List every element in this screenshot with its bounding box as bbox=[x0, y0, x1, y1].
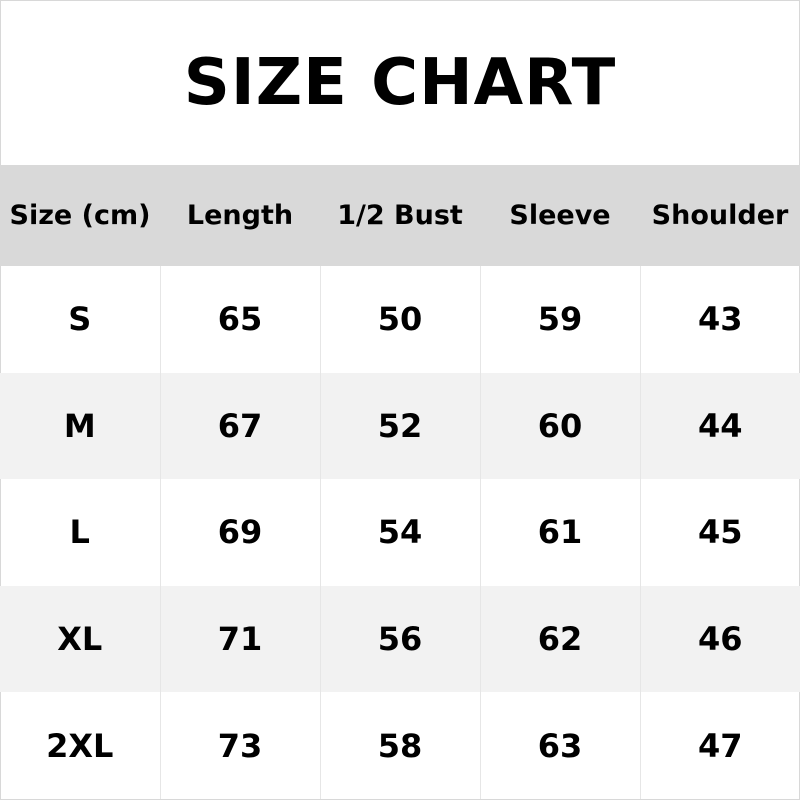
cell-sleeve: 61 bbox=[479, 479, 640, 586]
column-header-sleeve: Sleeve bbox=[480, 165, 640, 266]
table-row: L 69 54 61 45 bbox=[0, 479, 800, 586]
cell-length: 69 bbox=[159, 479, 320, 586]
cell-shoulder: 44 bbox=[639, 372, 800, 480]
cell-bust: 54 bbox=[319, 479, 480, 586]
cell-sleeve: 62 bbox=[479, 585, 640, 693]
table-row: M 67 52 60 44 bbox=[0, 372, 800, 480]
cell-length: 65 bbox=[159, 266, 320, 373]
cell-sleeve: 63 bbox=[479, 692, 640, 799]
cell-sleeve: 59 bbox=[479, 266, 640, 373]
cell-bust: 58 bbox=[319, 692, 480, 799]
cell-size: S bbox=[68, 300, 92, 339]
cell-shoulder: 45 bbox=[639, 479, 800, 586]
cell-sleeve: 60 bbox=[479, 372, 640, 480]
cell-length: 67 bbox=[159, 372, 320, 480]
page-title: SIZE CHART bbox=[183, 45, 617, 120]
cell-size: L bbox=[69, 513, 90, 552]
header-row: Size (cm) Length 1/2 Bust Sleeve Shoulde… bbox=[0, 165, 800, 266]
cell-size: 2XL bbox=[46, 726, 114, 765]
table-row: S 65 50 59 43 bbox=[0, 266, 800, 373]
cell-shoulder: 46 bbox=[639, 585, 800, 693]
cell-size: M bbox=[0, 372, 160, 480]
size-table: Size (cm) Length 1/2 Bust Sleeve Shoulde… bbox=[0, 165, 800, 799]
table-row: 2XL 73 58 63 47 bbox=[0, 692, 800, 799]
cell-size: XL bbox=[0, 585, 160, 693]
cell-length: 71 bbox=[159, 585, 320, 693]
column-header-shoulder: Shoulder bbox=[640, 165, 800, 266]
column-header-bust: 1/2 Bust bbox=[320, 165, 480, 266]
cell-shoulder: 43 bbox=[639, 266, 800, 373]
cell-bust: 52 bbox=[319, 372, 480, 480]
cell-bust: 56 bbox=[319, 585, 480, 693]
column-header-size: Size (cm) bbox=[0, 165, 160, 266]
cell-bust: 50 bbox=[319, 266, 480, 373]
cell-length: 73 bbox=[159, 692, 320, 799]
table-row: XL 71 56 62 46 bbox=[0, 585, 800, 693]
cell-shoulder: 47 bbox=[639, 692, 800, 799]
column-header-length: Length bbox=[160, 165, 320, 266]
